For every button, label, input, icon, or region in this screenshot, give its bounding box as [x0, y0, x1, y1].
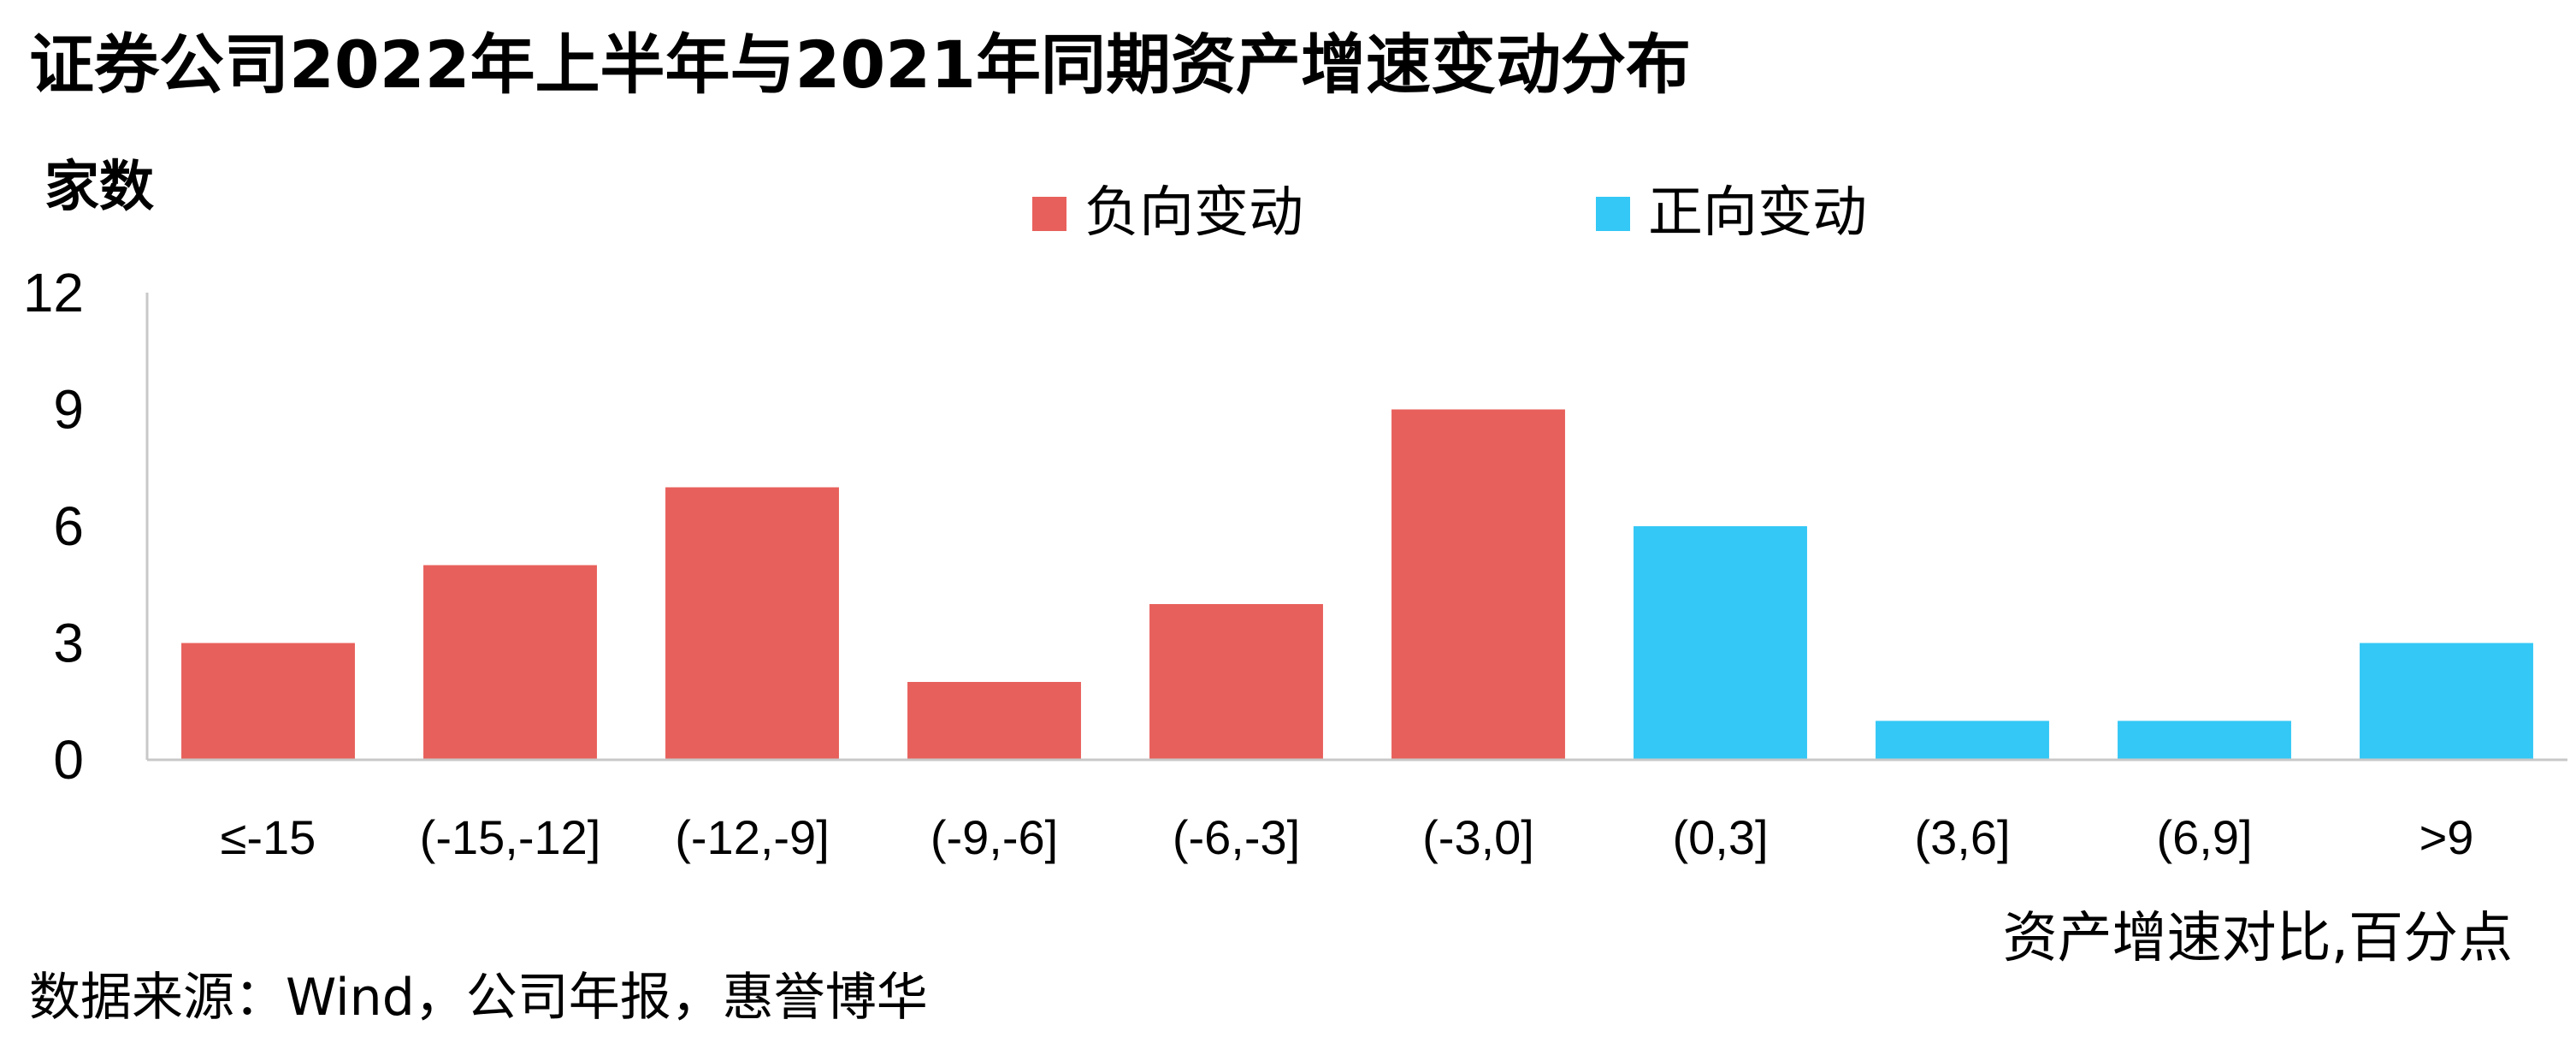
x-axis-label: 资产增速对比,百分点 [2003, 907, 2513, 970]
x-tick-label: (0,3] [1672, 810, 1768, 864]
bars [181, 409, 2533, 760]
x-tick-label: (-3,0] [1422, 810, 1534, 864]
x-tick-label: >9 [2419, 810, 2474, 864]
bar-positive-8 [2118, 720, 2291, 760]
bar-negative-2 [665, 487, 839, 760]
bar-negative-3 [907, 682, 1081, 760]
legend: 负向变动 正向变动 [1032, 181, 1867, 245]
legend-label-positive: 正向变动 [1648, 181, 1867, 245]
y-tick-label: 12 [23, 262, 84, 323]
y-axis-ticks: 0 3 6 9 12 [23, 262, 84, 791]
bar-negative-0 [181, 643, 355, 760]
bar-negative-1 [423, 565, 597, 760]
legend-swatch-positive [1596, 197, 1630, 231]
legend-swatch-negative [1032, 197, 1066, 231]
source-note: 数据来源：Wind，公司年报，惠誉博华 [29, 968, 928, 1028]
y-tick-label: 6 [53, 495, 84, 557]
x-axis-ticks: ≤-15 (-15,-12] (-12,-9] (-9,-6] (-6,-3] (-3,0… [221, 810, 2474, 864]
legend-label-negative: 负向变动 [1084, 181, 1303, 245]
x-tick-label: (-15,-12] [420, 810, 601, 864]
x-tick-label: ≤-15 [221, 810, 316, 864]
y-axis-label: 家数 [44, 156, 154, 219]
x-tick-label: (-9,-6] [931, 810, 1058, 864]
bar-positive-6 [1634, 526, 1807, 760]
x-tick-label: (6,9] [2156, 810, 2252, 864]
x-tick-label: (-6,-3] [1173, 810, 1300, 864]
y-tick-label: 0 [53, 729, 84, 791]
chart-title: 证券公司2022年上半年与2021年同期资产增速变动分布 [29, 27, 1691, 103]
bar-negative-5 [1391, 409, 1565, 760]
x-tick-label: (-12,-9] [675, 810, 830, 864]
x-tick-label: (3,6] [1914, 810, 2010, 864]
bar-negative-4 [1149, 604, 1323, 760]
bar-positive-9 [2360, 643, 2533, 760]
y-tick-label: 9 [53, 379, 84, 441]
y-tick-label: 3 [53, 613, 84, 674]
bar-positive-7 [1876, 720, 2049, 760]
